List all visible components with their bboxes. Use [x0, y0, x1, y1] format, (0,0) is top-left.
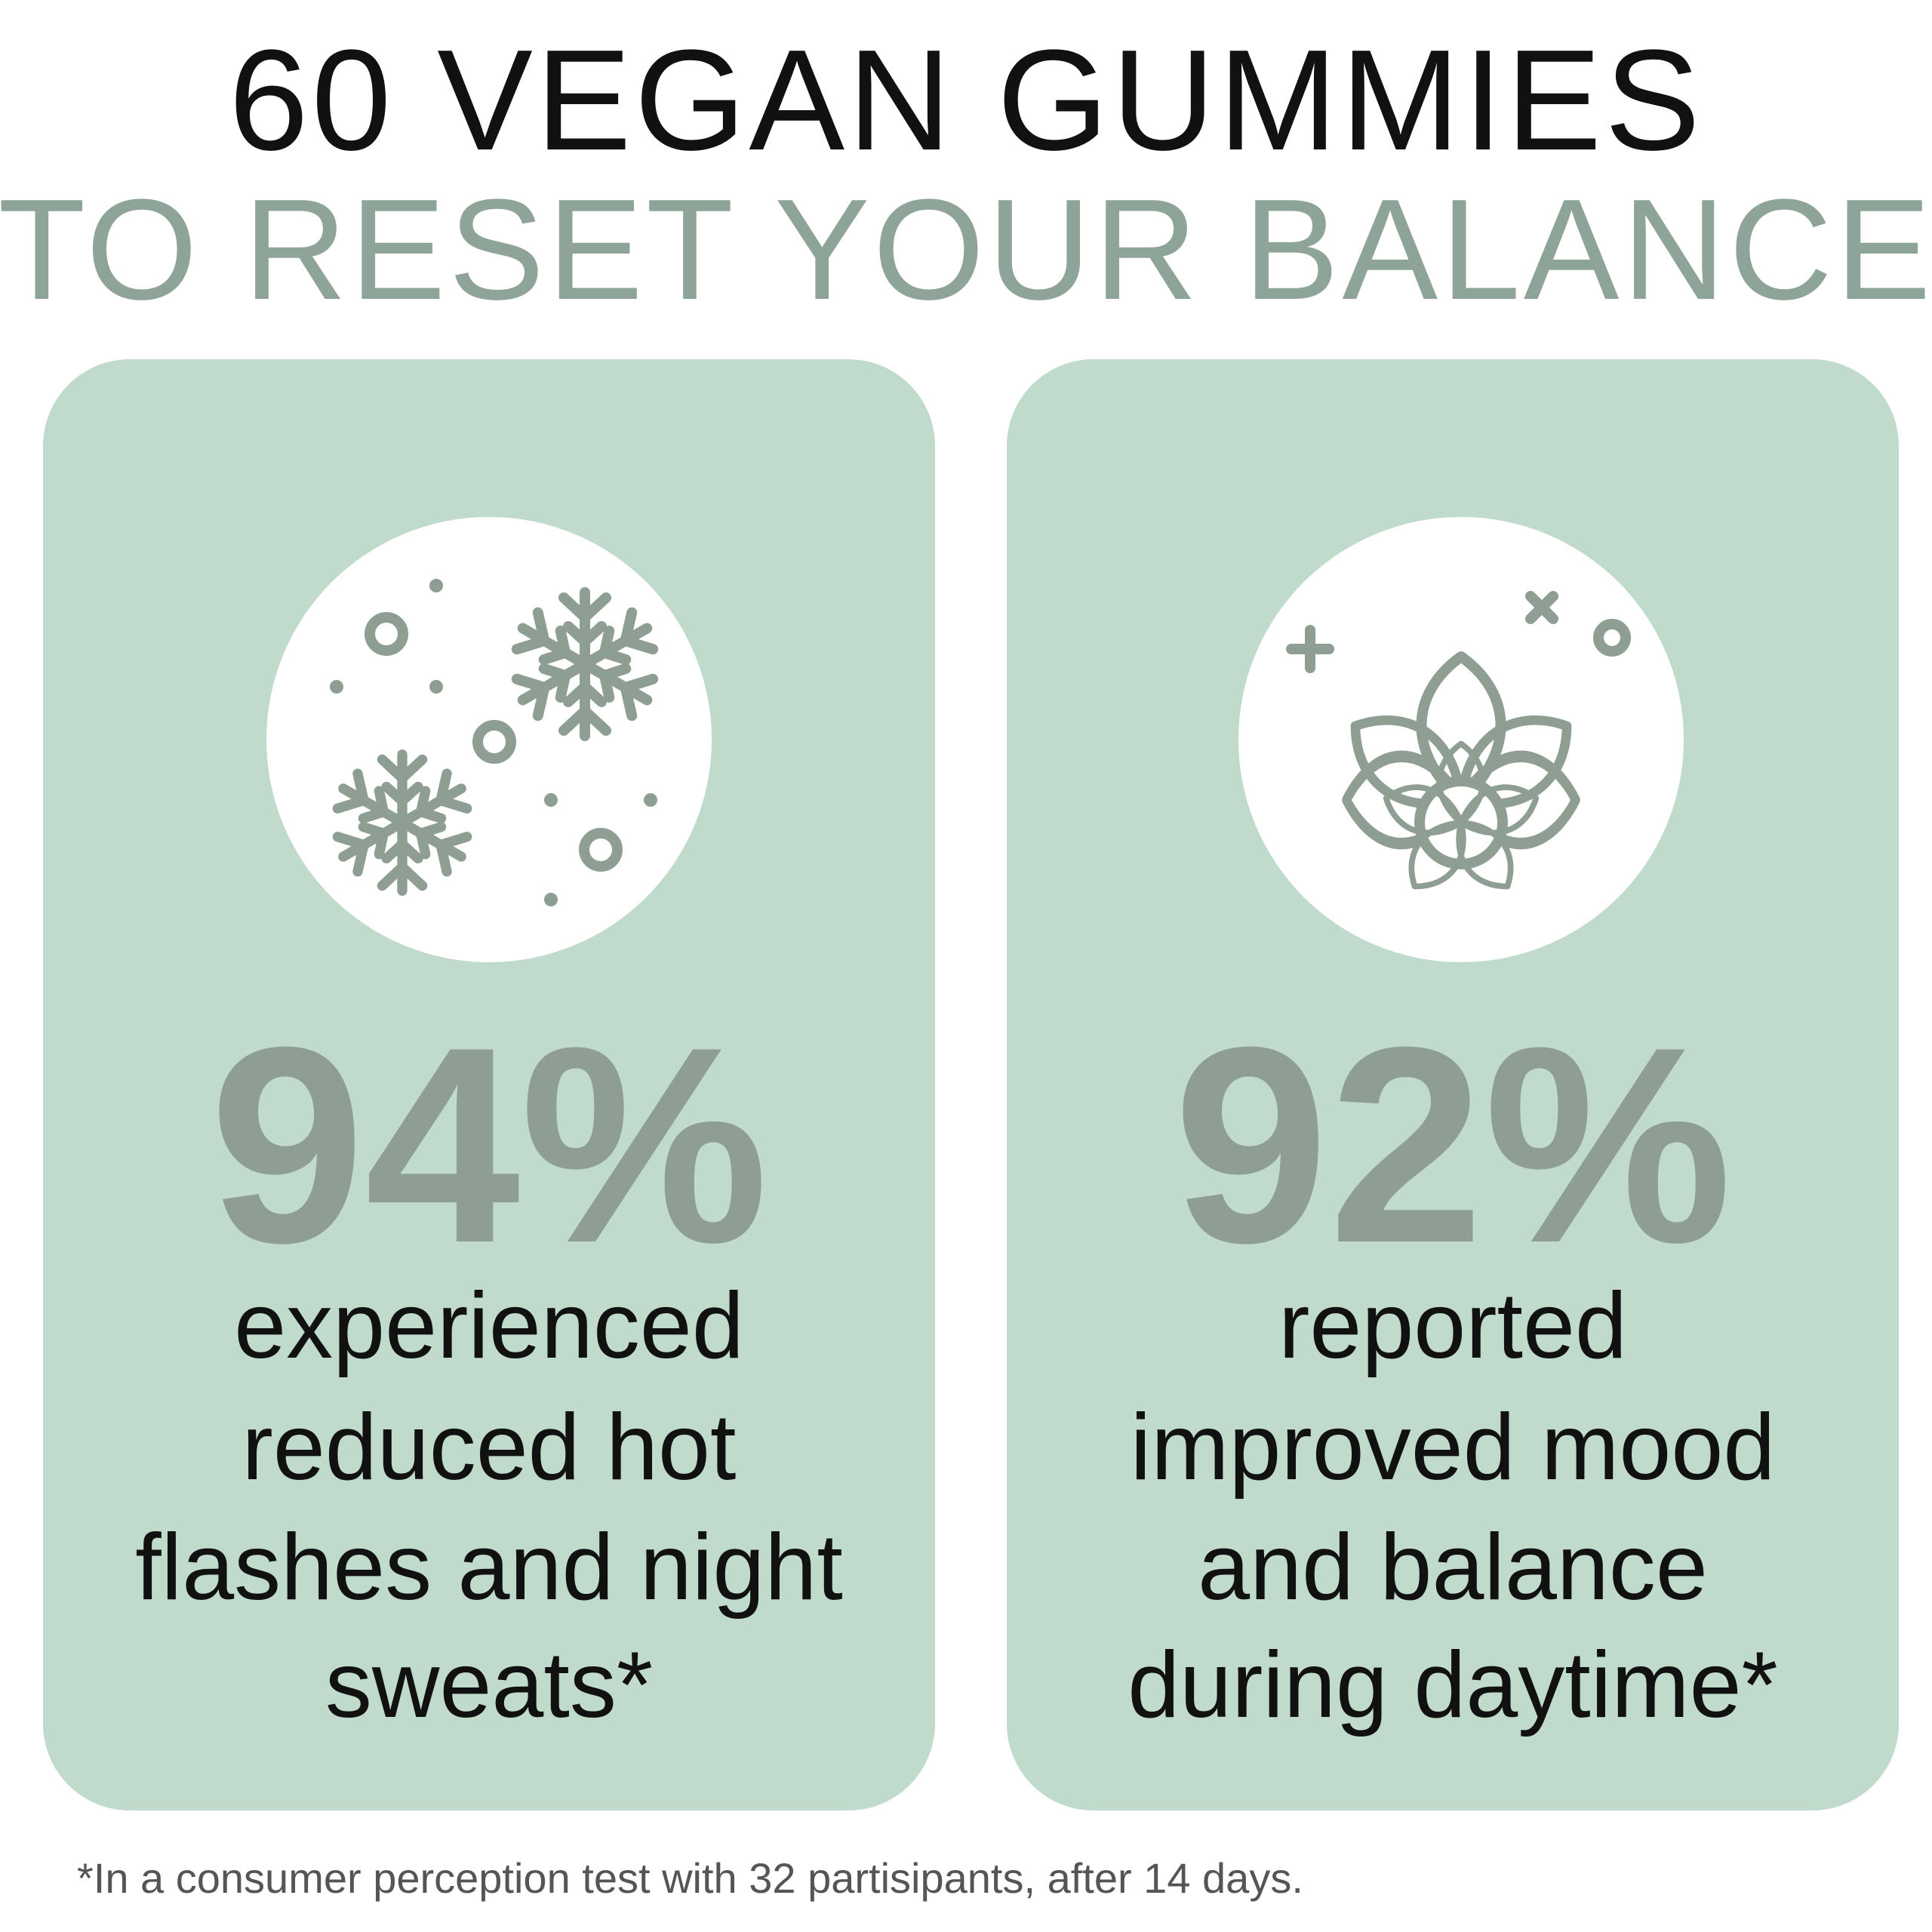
description-line: experienced	[234, 1274, 744, 1378]
description-line: reported	[1278, 1274, 1627, 1378]
description-line: and balance	[1198, 1515, 1708, 1620]
description-line: flashes and night	[135, 1515, 843, 1620]
stat: 94%	[210, 989, 769, 1301]
dots	[330, 579, 657, 906]
description-line: during daytime*	[1128, 1633, 1778, 1737]
description-line: sweats*	[325, 1633, 653, 1737]
lotus-icon	[1286, 591, 1631, 900]
description-line: improved mood	[1131, 1395, 1776, 1500]
icon-circle	[266, 517, 712, 962]
stat: 92%	[1174, 989, 1733, 1301]
title-line-1: 60 VEGAN GUMMIES	[229, 20, 1703, 180]
footnote: *In a consumer perception test with 32 p…	[77, 1854, 1303, 1902]
description-line: reduced hot	[242, 1395, 737, 1500]
title-line-2: TO RESET YOUR BALANCE	[0, 170, 1932, 330]
card	[43, 359, 935, 1810]
icon-circle	[1238, 517, 1684, 962]
snowflake-icon	[334, 592, 658, 891]
